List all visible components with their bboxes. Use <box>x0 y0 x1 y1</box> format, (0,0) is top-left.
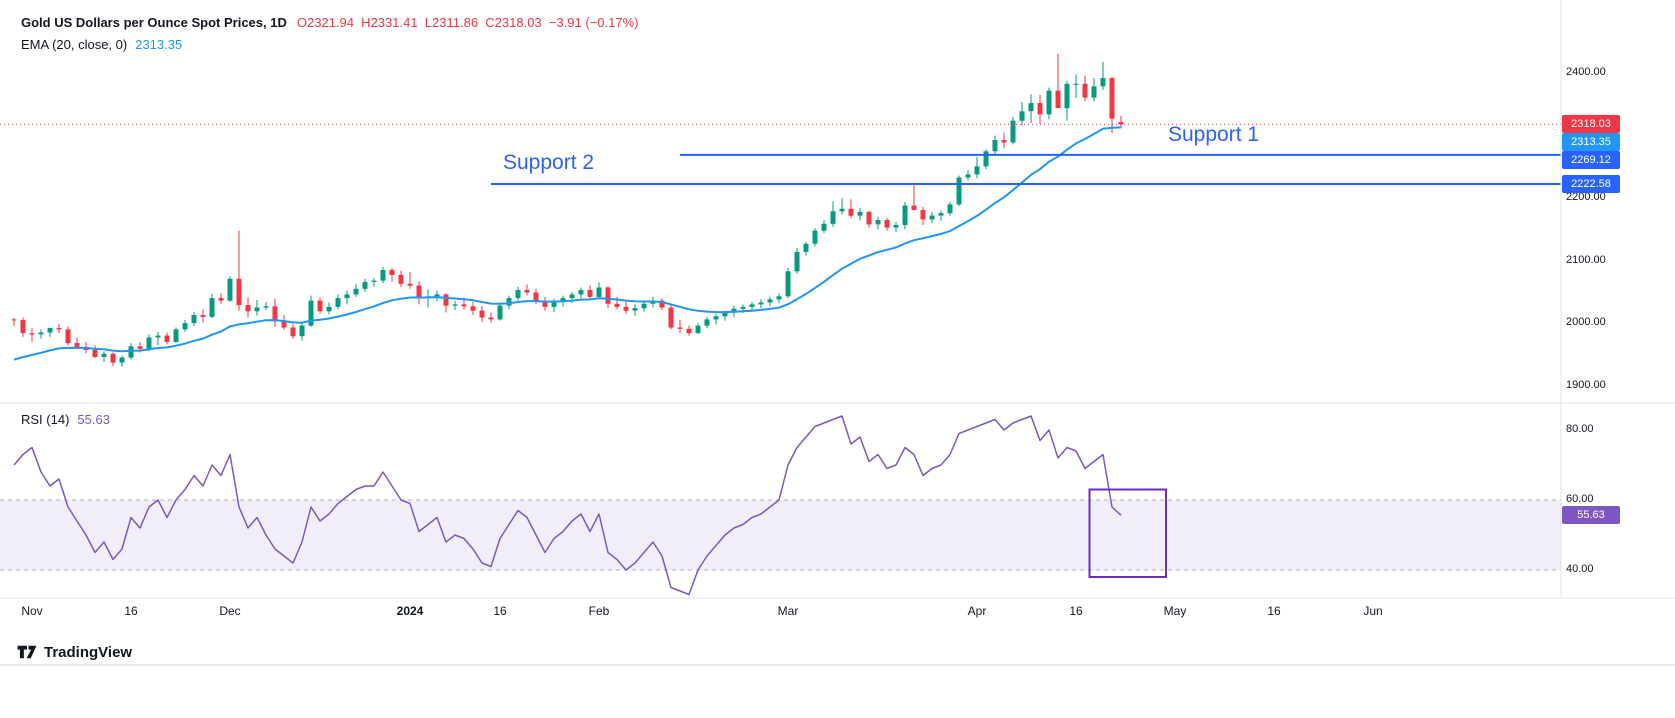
ema-value: 2313.35 <box>135 37 183 52</box>
time-tick: Nov <box>21 604 43 618</box>
rsi-tick: 40.00 <box>1566 563 1594 575</box>
tradingview-logo[interactable]: TradingView <box>16 641 132 663</box>
price-tick: 2000.00 <box>1566 316 1606 329</box>
price-tick: 1900.00 <box>1566 378 1606 391</box>
rsi-axis[interactable]: 80.00 60.00 40.00 <box>1566 0 1675 598</box>
time-tick: 16 <box>124 604 138 618</box>
time-tick: 2024 <box>396 604 424 618</box>
price-tick: 2100.00 <box>1566 253 1606 266</box>
support-1-label[interactable]: Support 1 <box>1168 123 1260 146</box>
rsi-tick: 80.00 <box>1566 423 1594 435</box>
tradingview-icon <box>17 645 37 659</box>
time-axis[interactable]: Nov 16 Dec 2024 16 Feb Mar Apr 16 May 16 Jun <box>0 604 1675 626</box>
drawn-rectangle[interactable] <box>1088 488 1167 578</box>
time-tick: Feb <box>588 604 610 618</box>
time-tick: May <box>1163 604 1187 618</box>
time-tick: 16 <box>493 604 507 618</box>
symbol-title[interactable]: Gold US Dollars per Ounce Spot Prices, 1… <box>21 15 287 30</box>
rsi-indicator-label[interactable]: RSI (14) <box>21 412 70 427</box>
price-value-badge: 2269.12 <box>1562 151 1620 170</box>
time-tick: Jun <box>1363 604 1383 618</box>
time-tick: Dec <box>219 604 241 618</box>
price-tick: 2200.00 <box>1566 191 1606 204</box>
price-value-badge: 2313.35 <box>1562 133 1620 152</box>
support-2-label[interactable]: Support 2 <box>503 151 595 174</box>
time-tick: Mar <box>777 604 799 618</box>
rsi-line[interactable] <box>13 415 1122 596</box>
price-value-badge: 2318.03 <box>1562 115 1620 134</box>
rsi-value: 55.63 <box>77 412 110 427</box>
time-tick: 16 <box>1267 604 1281 618</box>
ohlc-values: O2321.94 H2331.41 L2311.86 C2318.03 −3.9… <box>296 15 639 30</box>
rsi-tick: 60.00 <box>1566 493 1594 505</box>
price-value-badge: 2222.58 <box>1562 175 1620 193</box>
main-legend: Gold US Dollars per Ounce Spot Prices, 1… <box>21 12 639 56</box>
rsi-legend: RSI (14) 55.63 <box>21 412 110 427</box>
price-axis[interactable]: 2400.00 2200.00 2100.00 2000.00 1900.00 <box>1566 0 1675 598</box>
candles[interactable] <box>11 53 1124 367</box>
price-tick: 2400.00 <box>1566 66 1606 79</box>
time-tick: Apr <box>967 604 987 618</box>
ema-line[interactable] <box>13 126 1122 361</box>
ema-indicator-label[interactable]: EMA (20, close, 0) <box>21 37 128 52</box>
time-tick: 16 <box>1069 604 1083 618</box>
tradingview-wordmark: TradingView <box>44 643 133 661</box>
rsi-value-badge: 55.63 <box>1562 506 1620 525</box>
rsi-band <box>0 500 1561 570</box>
